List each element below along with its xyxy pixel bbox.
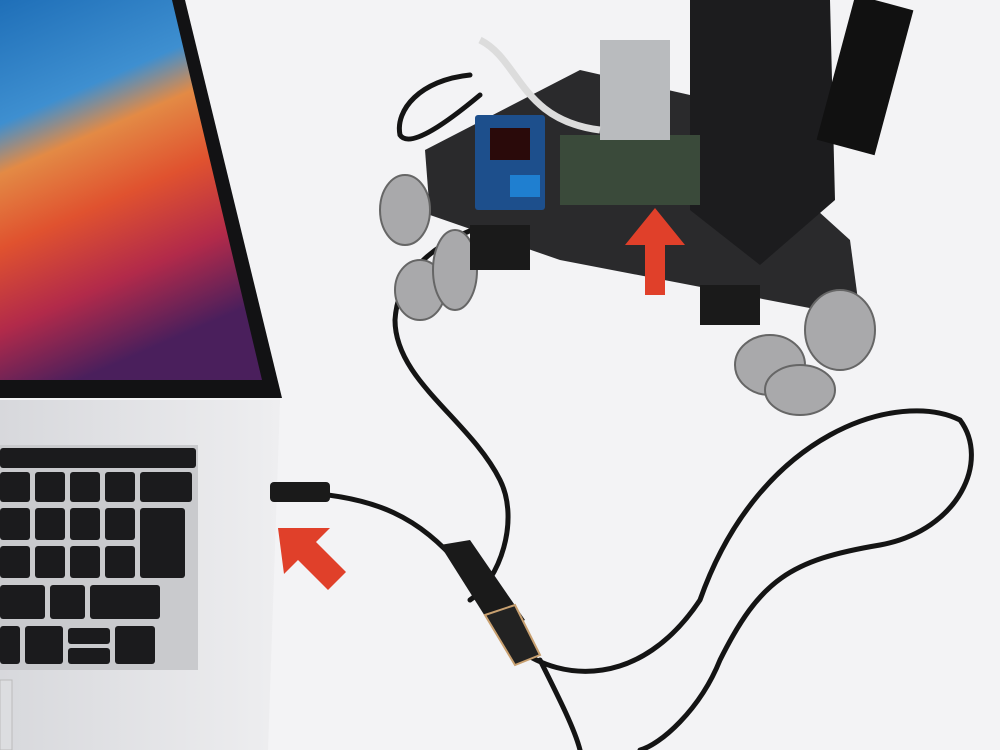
white-cable [478, 36, 601, 134]
led-display [490, 128, 530, 160]
trackpad [0, 679, 13, 750]
wheels [379, 174, 876, 416]
motor [700, 285, 760, 325]
arrow-up [625, 208, 685, 295]
motor [470, 225, 530, 270]
terminal-block [510, 175, 540, 197]
laptop-screen [0, 0, 262, 380]
control-board [560, 135, 700, 205]
robot-arm [816, 0, 914, 156]
usb-connector [483, 603, 542, 667]
usb-c-plug [270, 482, 330, 502]
arrow-up-left [278, 528, 346, 590]
robot-frame [690, 0, 835, 265]
keyboard-keys [0, 448, 196, 664]
usb-ports [600, 40, 670, 140]
